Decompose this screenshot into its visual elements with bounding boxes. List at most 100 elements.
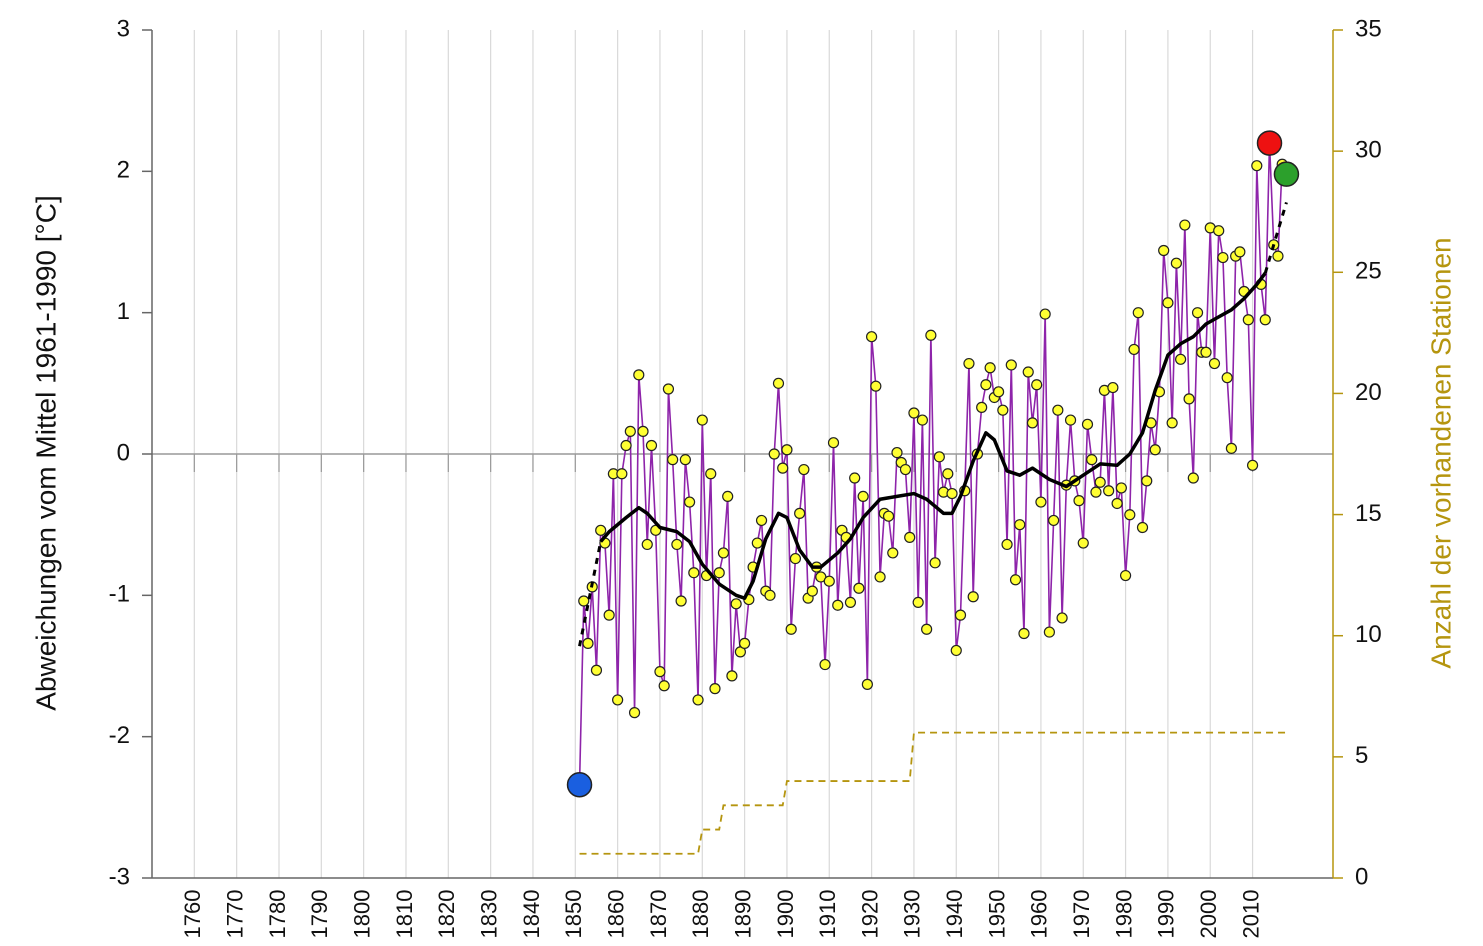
x-tick-label: 1930 (900, 890, 925, 939)
highlight-point (566, 771, 593, 798)
data-point (658, 680, 670, 692)
data-point (908, 407, 920, 419)
data-point (582, 637, 594, 649)
data-point (806, 585, 818, 597)
data-point (785, 623, 797, 635)
data-point (696, 414, 708, 426)
y2-axis-title: Anzahl der vorhandenen Stationen (1425, 237, 1456, 668)
data-point (916, 414, 929, 426)
data-point (950, 644, 962, 657)
data-point (772, 377, 785, 389)
y2-tick-label: 20 (1355, 379, 1382, 406)
data-point (590, 664, 603, 676)
data-point (1128, 343, 1140, 356)
data-point (755, 514, 768, 527)
series-line (578, 143, 1288, 785)
x-tick-label: 1890 (730, 890, 755, 939)
x-tick-label: 2000 (1196, 890, 1221, 939)
x-tick-label: 1790 (307, 890, 332, 939)
data-point (874, 571, 886, 583)
data-point (1111, 497, 1123, 510)
y-tick-label: -3 (109, 863, 130, 890)
data-point (1149, 444, 1161, 456)
data-point (954, 609, 967, 621)
data-point (1081, 418, 1094, 430)
y2-tick-label: 25 (1355, 258, 1382, 285)
highlight-point (1273, 161, 1300, 187)
data-point (1175, 353, 1187, 365)
data-point (1187, 472, 1199, 484)
data-point (1086, 454, 1098, 466)
data-point (844, 596, 857, 609)
x-tick-label: 1900 (773, 890, 798, 939)
data-point (967, 591, 979, 603)
data-point (823, 575, 835, 587)
y-tick-label: 3 (117, 15, 130, 42)
data-point (1052, 404, 1064, 416)
data-point (997, 404, 1009, 416)
data-point (683, 496, 696, 508)
data-point (1158, 244, 1170, 257)
x-tick-label: 1760 (180, 890, 205, 939)
data-point (1259, 314, 1271, 326)
data-point (1115, 482, 1127, 494)
x-tick-label: 1970 (1069, 890, 1094, 939)
data-point (976, 401, 988, 413)
data-point (1119, 569, 1132, 582)
data-point (832, 599, 844, 611)
y2-tick-label: 10 (1355, 621, 1382, 648)
y-tick-label: 0 (117, 439, 130, 466)
x-tick-label: 1800 (349, 890, 374, 939)
data-point (777, 462, 789, 474)
data-point (1035, 496, 1047, 508)
data-point (1132, 307, 1144, 319)
data-point (992, 386, 1005, 398)
data-point (1026, 417, 1039, 429)
data-point (654, 666, 666, 678)
data-point (1162, 297, 1174, 309)
data-point (904, 531, 916, 543)
data-point (633, 369, 645, 381)
data-point (980, 379, 992, 391)
data-point (768, 448, 780, 460)
data-point (692, 694, 704, 706)
data-point (1251, 160, 1263, 172)
data-point (1090, 486, 1102, 498)
data-point (1073, 495, 1085, 507)
data-point (857, 490, 869, 502)
data-point (1005, 359, 1017, 371)
trend-dashed (1263, 201, 1288, 274)
x-tick-label: 1980 (1111, 890, 1136, 939)
data-point (1213, 225, 1225, 237)
data-point (1221, 372, 1233, 384)
data-point (781, 444, 793, 456)
y2-tick-label: 35 (1355, 15, 1382, 42)
y-axis-title: Abweichungen vom Mittel 1961-1990 [°C] (30, 195, 61, 710)
data-point (662, 383, 675, 395)
data-point (963, 357, 975, 370)
data-point (1191, 307, 1204, 319)
data-point (1141, 475, 1153, 487)
data-point (620, 439, 632, 452)
data-point (1001, 538, 1013, 551)
highlight-point (1256, 130, 1283, 156)
data-point (705, 468, 717, 480)
data-point (798, 463, 810, 476)
data-point (637, 425, 649, 437)
y-tick-label: 1 (117, 298, 130, 325)
data-point (984, 362, 996, 374)
data-point (730, 598, 742, 610)
x-tick-label: 1850 (561, 890, 586, 939)
data-point (645, 439, 658, 452)
y-tick-label: 2 (117, 157, 130, 184)
data-point (641, 538, 653, 551)
data-point (713, 567, 725, 579)
y-tick-label: -2 (109, 722, 130, 749)
data-point (603, 609, 615, 621)
data-point (882, 510, 895, 522)
data-point (1234, 246, 1246, 258)
data-point (1039, 308, 1051, 320)
x-tick-label: 1870 (646, 890, 671, 939)
data-point (1217, 251, 1229, 264)
data-point (688, 567, 700, 579)
